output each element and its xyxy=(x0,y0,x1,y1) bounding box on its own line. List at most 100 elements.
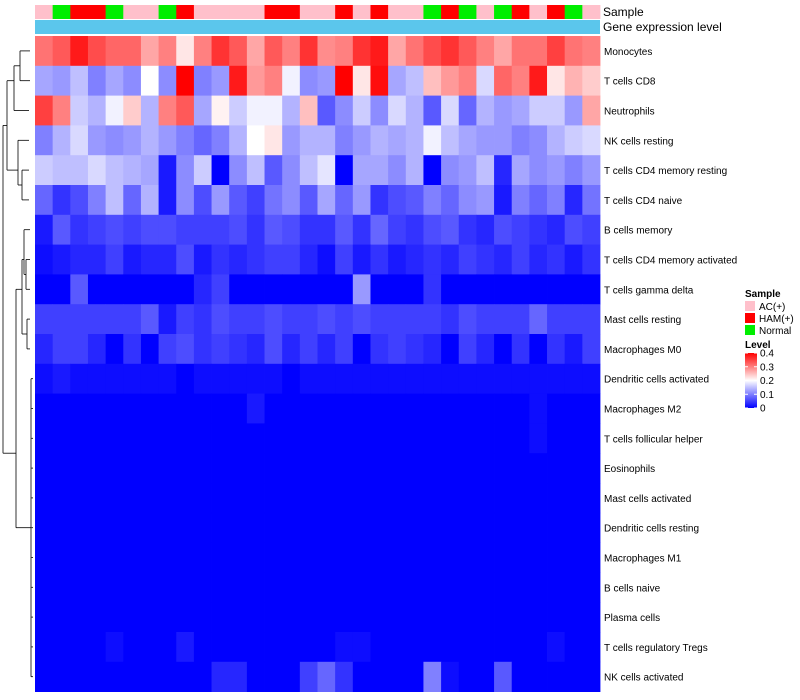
heatmap-cell xyxy=(370,36,389,67)
heatmap-cell xyxy=(564,632,583,663)
heatmap-cell xyxy=(564,65,583,96)
heatmap-cell xyxy=(370,602,389,633)
heatmap-cell xyxy=(511,512,530,543)
heatmap-cell xyxy=(423,155,442,186)
heatmap-cell xyxy=(352,304,371,335)
heatmap-cell xyxy=(494,274,513,305)
heatmap-cell xyxy=(140,274,159,305)
heatmap-cell xyxy=(229,214,248,245)
heatmap-cell xyxy=(158,602,177,633)
heatmap-cell xyxy=(494,512,513,543)
heatmap-cell xyxy=(70,483,89,514)
heatmap-cell xyxy=(582,95,601,126)
heatmap-cell xyxy=(317,512,336,543)
heatmap-cell xyxy=(87,423,107,454)
heatmap-cell xyxy=(229,453,248,484)
heatmap-cell xyxy=(547,572,566,603)
heatmap-cell xyxy=(176,155,195,186)
heatmap-cell xyxy=(388,393,407,424)
heatmap-cell xyxy=(35,95,54,126)
heatmap-cell xyxy=(494,125,513,156)
heatmap-cell xyxy=(476,393,495,424)
row-label: Mast cells activated xyxy=(604,494,691,505)
sample-annotation-cell xyxy=(423,5,442,19)
heatmap-cell xyxy=(317,602,336,633)
heatmap-cell xyxy=(370,423,389,454)
heatmap-cell xyxy=(176,483,195,514)
heatmap-cell xyxy=(70,393,89,424)
heatmap-cell xyxy=(246,334,265,365)
heatmap-cell xyxy=(458,185,477,216)
heatmap-cell xyxy=(388,483,407,514)
heatmap-cell xyxy=(476,632,495,663)
heatmap-cell xyxy=(282,185,301,216)
row-label: Monocytes xyxy=(604,47,652,58)
heatmap-cell xyxy=(511,155,530,186)
sample-annotation-cell xyxy=(87,5,107,19)
heatmap-cell xyxy=(388,214,407,245)
row-label: Macrophages M2 xyxy=(604,405,682,416)
heatmap-cell xyxy=(352,453,371,484)
heatmap-cell xyxy=(582,155,601,186)
heatmap-cell xyxy=(335,572,354,603)
heatmap-cell xyxy=(123,274,142,305)
heatmap-cell xyxy=(405,483,424,514)
heatmap-cell xyxy=(582,214,601,245)
heatmap-cell xyxy=(352,393,371,424)
legend-level-tick-label: 0.3 xyxy=(760,362,774,373)
heatmap-cell xyxy=(370,214,389,245)
heatmap-cell xyxy=(299,661,318,692)
heatmap-cell xyxy=(35,304,54,335)
heatmap-cell xyxy=(193,214,212,245)
heatmap-cell xyxy=(511,632,530,663)
heatmap-cell xyxy=(246,274,265,305)
heatmap-cell xyxy=(388,542,407,573)
heatmap-cell xyxy=(211,185,230,216)
heatmap-cell xyxy=(564,125,583,156)
heatmap-cell xyxy=(547,483,566,514)
heatmap-cell xyxy=(441,542,460,573)
heatmap-cell xyxy=(547,304,566,335)
heatmap-cell xyxy=(582,393,601,424)
heatmap-cell xyxy=(529,572,548,603)
sample-annotation-cell xyxy=(193,5,212,19)
heatmap-cell xyxy=(264,185,283,216)
heatmap-cell xyxy=(158,483,177,514)
heatmap-cell xyxy=(123,244,142,275)
heatmap-cell xyxy=(158,65,177,96)
heatmap-cell xyxy=(176,512,195,543)
heatmap-cell xyxy=(352,36,371,67)
heatmap-cell xyxy=(87,453,107,484)
heatmap-cell xyxy=(352,274,371,305)
heatmap-cell xyxy=(105,363,124,394)
heatmap-cell xyxy=(264,65,283,96)
heatmap-cell xyxy=(87,363,107,394)
heatmap-cell xyxy=(352,244,371,275)
heatmap-cell xyxy=(282,453,301,484)
heatmap-cell xyxy=(441,393,460,424)
heatmap-cell xyxy=(105,542,124,573)
heatmap-cell xyxy=(476,423,495,454)
heatmap-cell xyxy=(370,363,389,394)
heatmap-cell xyxy=(476,155,495,186)
heatmap-cell xyxy=(423,512,442,543)
heatmap-cell xyxy=(282,214,301,245)
heatmap-cell xyxy=(87,542,107,573)
heatmap-cell xyxy=(511,214,530,245)
heatmap-cell xyxy=(105,125,124,156)
heatmap-cell xyxy=(140,423,159,454)
heatmap-cell xyxy=(547,512,566,543)
heatmap-cell xyxy=(564,602,583,633)
heatmap-cell xyxy=(264,95,283,126)
heatmap-cell xyxy=(246,95,265,126)
heatmap-cell xyxy=(405,512,424,543)
heatmap-cell xyxy=(405,125,424,156)
heatmap-cell xyxy=(299,214,318,245)
heatmap-cell xyxy=(176,274,195,305)
heatmap-cell xyxy=(494,334,513,365)
heatmap-cell xyxy=(494,95,513,126)
sample-annotation-cell xyxy=(529,5,548,19)
heatmap-cell xyxy=(511,453,530,484)
heatmap-cell xyxy=(441,512,460,543)
sample-annotation-cell xyxy=(370,5,389,19)
